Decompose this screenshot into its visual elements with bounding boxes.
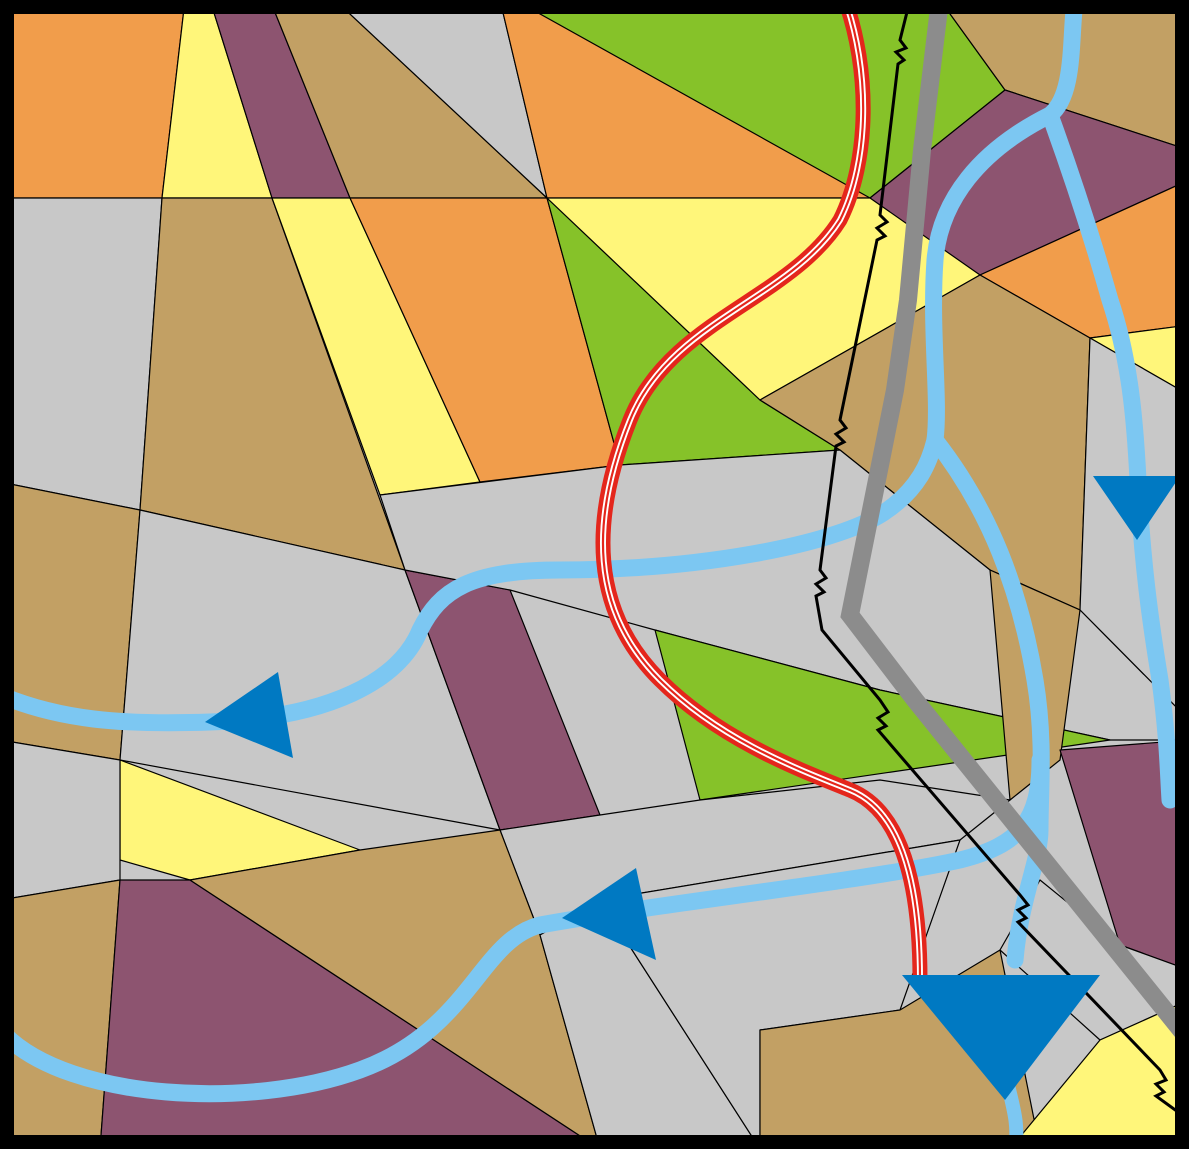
pipeline-core — [601, 7, 922, 981]
arrow-west-upper-icon — [205, 672, 293, 758]
river-tributary-center — [926, 431, 1050, 969]
parcel-purple — [1059, 739, 1182, 969]
parcel-gray — [7, 197, 163, 511]
arrow-south-right-icon — [1093, 476, 1180, 540]
parcel-tan — [7, 879, 121, 1142]
fault-line — [813, 7, 1182, 1117]
parcel-gray — [7, 740, 121, 900]
parcel-tan — [189, 829, 599, 1142]
river-lower-west — [7, 751, 1049, 1103]
arrow-west-lower-icon — [562, 868, 656, 960]
pipeline-layer — [595, 7, 928, 981]
flow-arrow-layer — [205, 476, 1180, 1100]
fault-layer — [813, 7, 1182, 1117]
parcel-gray — [379, 449, 1182, 741]
parcel-orange — [7, 7, 185, 199]
parcel-purple — [99, 879, 591, 1142]
river-upper-branch — [925, 7, 1083, 449]
road-line — [840, 7, 1182, 1046]
arrow-south-large-icon — [902, 975, 1100, 1100]
